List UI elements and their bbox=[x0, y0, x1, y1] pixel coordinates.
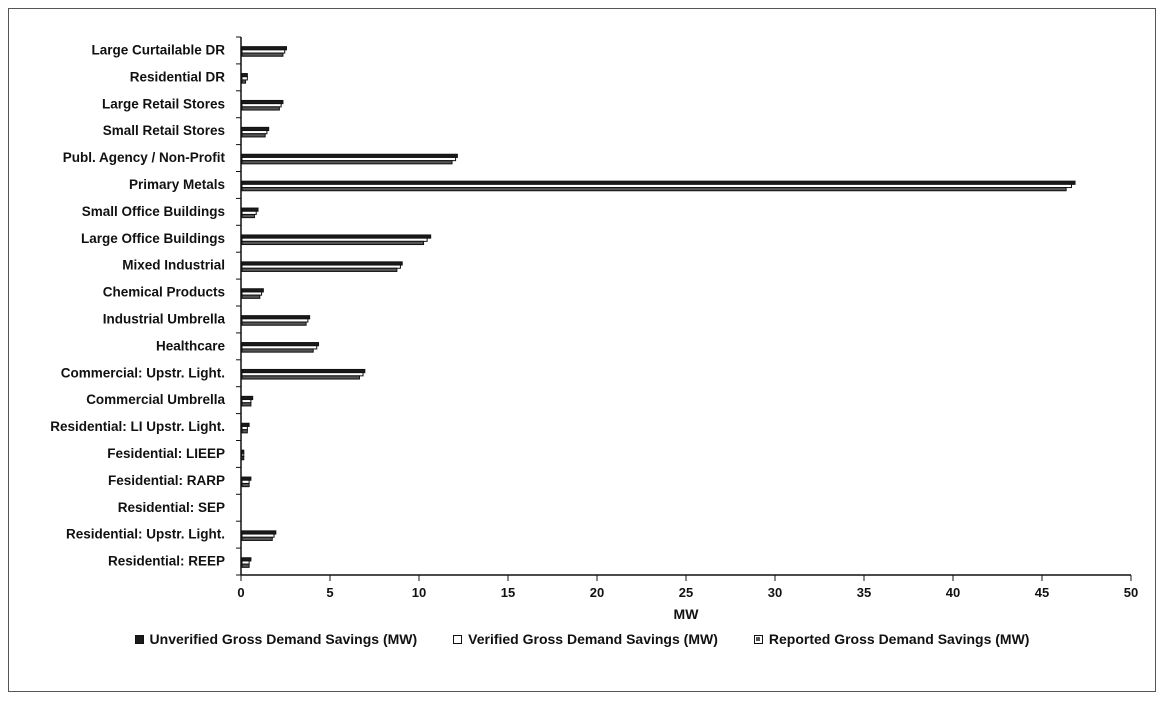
x-tick-label: 40 bbox=[946, 585, 960, 600]
x-tick-label: 10 bbox=[412, 585, 426, 600]
category-label: Fesidential: LIEEP bbox=[107, 446, 225, 461]
category-label: Industrial Umbrella bbox=[103, 311, 226, 326]
bar-reported bbox=[241, 402, 252, 407]
category-label: Large Curtailable DR bbox=[91, 42, 225, 57]
legend-item-verified: Verified Gross Demand Savings (MW) bbox=[453, 631, 718, 647]
legend-label-reported: Reported Gross Demand Savings (MW) bbox=[768, 631, 1030, 647]
category-label: Small Retail Stores bbox=[103, 123, 225, 138]
bar-reported bbox=[241, 321, 307, 326]
bar-reported bbox=[241, 52, 284, 57]
category-label: Large Office Buildings bbox=[81, 231, 225, 246]
category-label: Chemical Products bbox=[103, 285, 225, 300]
legend-item-reported: Reported Gross Demand Savings (MW) bbox=[753, 631, 1030, 647]
bar-reported bbox=[241, 267, 398, 272]
bar-reported bbox=[241, 482, 250, 488]
chart-frame: Large Curtailable DR Residential DR Large … bbox=[8, 8, 1156, 692]
category-label: Commercial: Upstr. Light. bbox=[61, 365, 225, 380]
category-label: Primary Metals bbox=[129, 177, 225, 192]
x-tick-label: 30 bbox=[768, 585, 782, 600]
legend-swatch-verified bbox=[453, 634, 463, 644]
category-label: Healthcare bbox=[156, 338, 226, 353]
bar-reported bbox=[241, 187, 1067, 192]
bar-reported bbox=[241, 536, 273, 541]
x-tick-label: 0 bbox=[237, 585, 244, 600]
bar-reported bbox=[241, 375, 360, 380]
bar-reported bbox=[241, 79, 247, 84]
category-label: Residential: LI Upstr. Light. bbox=[50, 419, 225, 434]
x-tick-label: 25 bbox=[679, 585, 693, 600]
category-label: Residential DR bbox=[130, 69, 226, 84]
x-tick-label: 5 bbox=[326, 585, 333, 600]
x-tick-label: 15 bbox=[501, 585, 515, 600]
bar-reported bbox=[241, 160, 453, 165]
category-label: Residential: SEP bbox=[118, 500, 225, 515]
legend-swatch-reported bbox=[753, 634, 763, 644]
bar-reported bbox=[241, 348, 314, 353]
category-label: Large Retail Stores bbox=[102, 96, 225, 111]
legend: Unverified Gross Demand Savings (MW) Ver… bbox=[9, 631, 1155, 647]
category-label: Residential: REEP bbox=[108, 554, 225, 569]
legend-swatch-unverified bbox=[134, 634, 144, 644]
category-label: Commercial Umbrella bbox=[86, 392, 225, 407]
legend-item-unverified: Unverified Gross Demand Savings (MW) bbox=[134, 631, 418, 647]
x-axis: 0 5 10 15 20 25 30 35 40 45 50 bbox=[237, 574, 1138, 600]
bar-reported bbox=[241, 456, 245, 461]
bar-reported bbox=[241, 563, 250, 568]
bar-reported bbox=[241, 294, 261, 299]
bars bbox=[241, 46, 1076, 568]
x-tick-label: 35 bbox=[857, 585, 871, 600]
x-tick-label: 45 bbox=[1035, 585, 1049, 600]
bar-reported bbox=[241, 106, 280, 111]
bar-chart: Large Curtailable DR Residential DR Large … bbox=[50, 36, 1138, 622]
category-label: Residential: Upstr. Light. bbox=[66, 527, 225, 542]
category-label: Fesidential: RARP bbox=[108, 473, 225, 488]
x-tick-label: 50 bbox=[1124, 585, 1138, 600]
bar-reported bbox=[241, 213, 255, 219]
legend-label-verified: Verified Gross Demand Savings (MW) bbox=[468, 631, 718, 647]
bar-reported bbox=[241, 133, 266, 138]
category-label: Mixed Industrial bbox=[122, 258, 225, 273]
legend-label-unverified: Unverified Gross Demand Savings (MW) bbox=[149, 631, 418, 647]
bar-reported bbox=[241, 240, 425, 246]
x-tick-label: 20 bbox=[590, 585, 604, 600]
x-axis-title: MW bbox=[674, 606, 700, 622]
bar-reported bbox=[241, 429, 248, 434]
category-label: Publ. Agency / Non-Profit bbox=[63, 150, 226, 165]
y-axis: Large Curtailable DR Residential DR Large … bbox=[50, 36, 242, 576]
category-label: Small Office Buildings bbox=[82, 204, 225, 219]
